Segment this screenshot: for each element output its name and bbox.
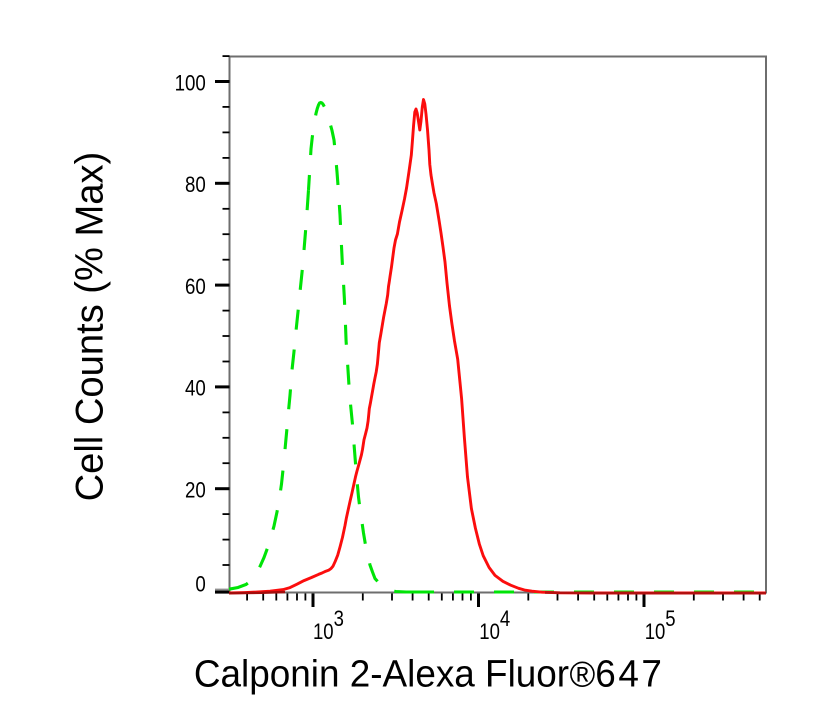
svg-text:60: 60: [185, 276, 206, 300]
svg-text:80: 80: [185, 174, 206, 198]
svg-text:100: 100: [175, 72, 206, 96]
svg-text:Cell Counts (% Max): Cell Counts (% Max): [68, 152, 111, 502]
svg-text:0: 0: [195, 573, 205, 597]
svg-text:40: 40: [185, 377, 206, 401]
svg-text:Calponin 2-Alexa Fluor®647: Calponin 2-Alexa Fluor®647: [194, 652, 665, 695]
svg-text:20: 20: [185, 479, 206, 503]
